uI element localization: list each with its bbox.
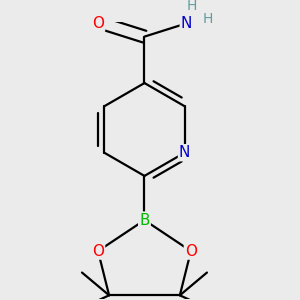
Text: O: O xyxy=(92,16,104,31)
Text: H: H xyxy=(202,12,213,26)
Text: H: H xyxy=(187,0,197,13)
Text: N: N xyxy=(181,16,192,31)
Text: O: O xyxy=(92,244,104,259)
Text: N: N xyxy=(179,145,190,160)
Text: O: O xyxy=(185,244,197,259)
Text: B: B xyxy=(139,213,150,228)
